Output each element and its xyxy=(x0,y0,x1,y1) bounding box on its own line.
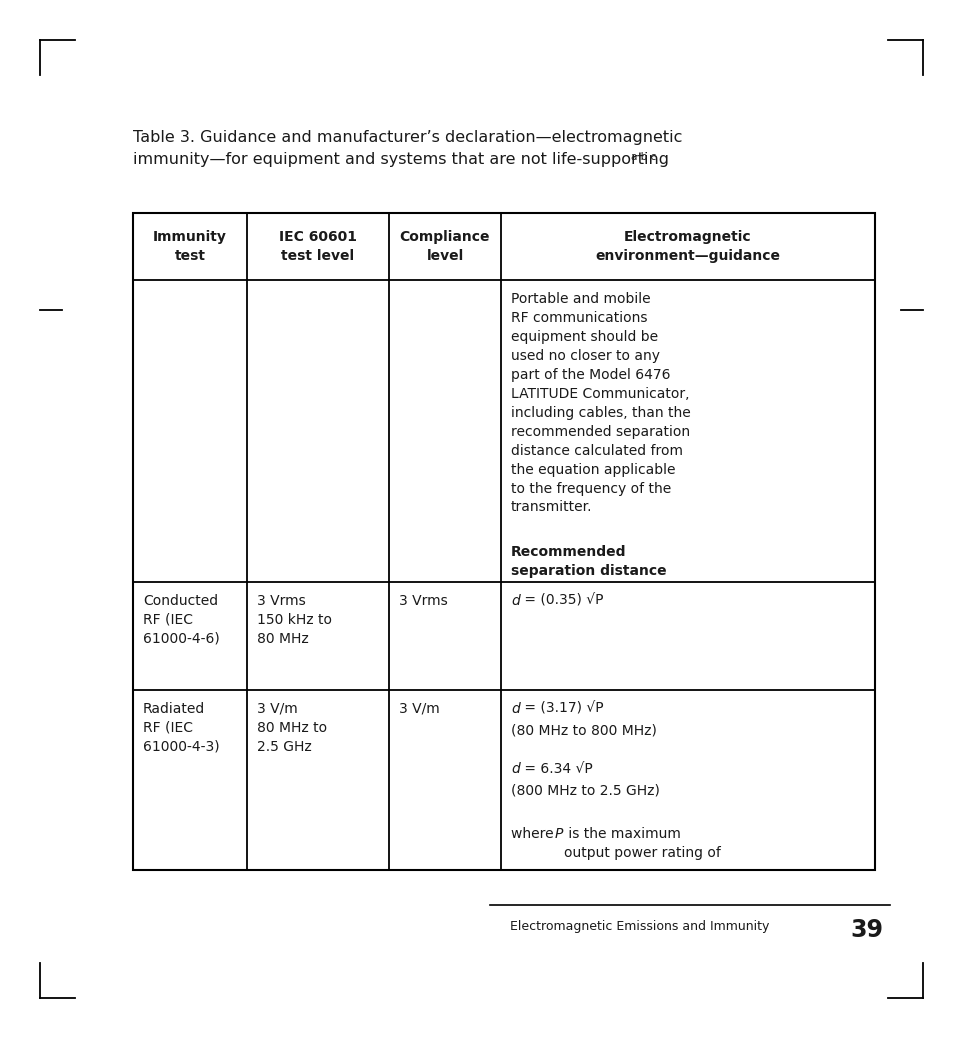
Text: 3 V/m
80 MHz to
2.5 GHz: 3 V/m 80 MHz to 2.5 GHz xyxy=(257,702,327,754)
Text: 3 Vrms
150 kHz to
80 MHz: 3 Vrms 150 kHz to 80 MHz xyxy=(257,594,332,646)
Text: Radiated
RF (IEC
61000-4-3): Radiated RF (IEC 61000-4-3) xyxy=(143,702,220,754)
Text: 3 Vrms: 3 Vrms xyxy=(399,594,448,608)
Text: Electromagnetic Emissions and Immunity: Electromagnetic Emissions and Immunity xyxy=(510,920,769,933)
Bar xyxy=(133,213,875,870)
Text: d: d xyxy=(511,594,520,608)
Text: Electromagnetic
environment—guidance: Electromagnetic environment—guidance xyxy=(595,230,780,263)
Text: immunity—for equipment and systems that are not life-supporting: immunity—for equipment and systems that … xyxy=(133,152,669,167)
Text: d: d xyxy=(511,762,520,776)
Text: (80 MHz to 800 MHz): (80 MHz to 800 MHz) xyxy=(511,723,657,738)
Text: where: where xyxy=(511,827,558,841)
Text: Portable and mobile
RF communications
equipment should be
used no closer to any
: Portable and mobile RF communications eq… xyxy=(511,292,690,515)
Text: d: d xyxy=(511,702,520,716)
Text: a b c: a b c xyxy=(631,152,656,162)
Text: is the maximum
output power rating of: is the maximum output power rating of xyxy=(564,827,721,859)
Text: Compliance
level: Compliance level xyxy=(400,230,490,263)
Text: = 6.34 √P: = 6.34 √P xyxy=(520,762,593,776)
Text: 3 V/m: 3 V/m xyxy=(399,702,440,716)
Text: Recommended
separation distance: Recommended separation distance xyxy=(511,545,666,578)
Text: (800 MHz to 2.5 GHz): (800 MHz to 2.5 GHz) xyxy=(511,784,660,798)
Text: = (0.35) √P: = (0.35) √P xyxy=(520,594,604,608)
Text: Conducted
RF (IEC
61000-4-6): Conducted RF (IEC 61000-4-6) xyxy=(143,594,220,646)
Text: Table 3. Guidance and manufacturer’s declaration—electromagnetic: Table 3. Guidance and manufacturer’s dec… xyxy=(133,130,683,145)
Text: IEC 60601
test level: IEC 60601 test level xyxy=(279,230,357,263)
Text: = (3.17) √P: = (3.17) √P xyxy=(520,702,604,716)
Text: P: P xyxy=(555,827,563,841)
Text: 39: 39 xyxy=(850,918,883,943)
Text: Immunity
test: Immunity test xyxy=(153,230,227,263)
